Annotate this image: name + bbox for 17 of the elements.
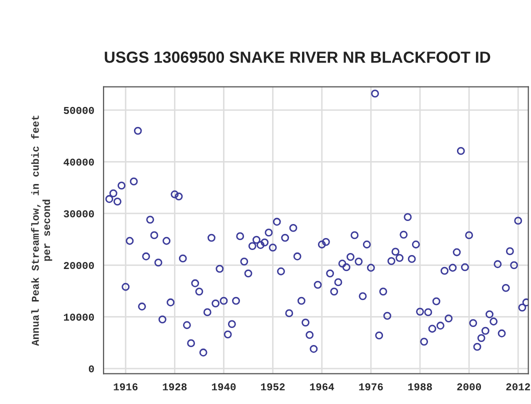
x-tick-label: 1940 [212, 383, 236, 390]
x-tick-label: 1988 [408, 383, 432, 390]
x-tick-label: 1928 [162, 383, 187, 390]
y-tick-label: 10000 [64, 314, 94, 321]
x-tick-label: 2012 [506, 383, 530, 390]
x-tick-label: 2000 [457, 383, 481, 390]
y-tick-label: 40000 [64, 158, 94, 166]
y-axis-title: Annual Peak Streamflow, in cubic feet per second [31, 116, 52, 346]
x-tick-label: 1916 [114, 383, 138, 390]
y-tick-label: 50000 [64, 106, 94, 114]
y-tick-label: 0 [88, 365, 94, 372]
x-tick-label: 1964 [310, 383, 334, 390]
x-tick-label: 1952 [261, 383, 285, 390]
chart-title: USGS 13069500 SNAKE RIVER NR BLACKFOOT ID [104, 52, 490, 63]
x-tick-label: 1976 [359, 383, 383, 390]
y-tick-label: 30000 [64, 210, 94, 218]
y-tick-label: 20000 [64, 262, 94, 270]
